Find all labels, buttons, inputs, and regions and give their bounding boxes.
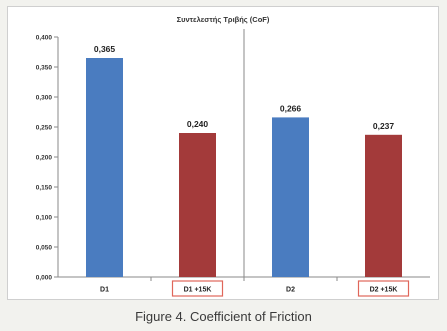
- category-highlight-box: [171, 280, 224, 297]
- data-label: 0,365: [94, 44, 116, 54]
- data-label: 0,266: [280, 103, 302, 113]
- category-label: D1: [100, 287, 109, 294]
- category-label: D2 +15K: [370, 287, 398, 294]
- bar: [365, 134, 402, 277]
- bar: [179, 133, 216, 277]
- bar-chart: 0,000 0,050 0,100 0,150 0,200 0,250 0,300 0,350…: [36, 29, 430, 297]
- chart-frame: Συντελεστής Τριβής (CoF) 0,000 0,050 0,100…: [7, 6, 439, 300]
- y-tick-label: 0,150: [36, 184, 53, 191]
- y-tick-label: 0,000: [36, 274, 53, 281]
- data-label: 0,237: [373, 121, 395, 131]
- y-tick-label: 0,350: [36, 64, 53, 71]
- bar: [272, 117, 309, 278]
- y-tick-label: 0,250: [36, 124, 53, 131]
- category-label: D1 +15K: [184, 287, 212, 294]
- data-label: 0,240: [187, 119, 209, 129]
- chart-title: Συντελεστής Τριβής (CoF): [176, 15, 270, 24]
- y-tick-label: 0,050: [36, 244, 53, 251]
- y-tick-label: 0,300: [36, 94, 53, 101]
- bar: [86, 58, 123, 277]
- category-label: D2: [286, 287, 295, 294]
- y-tick-label: 0,400: [36, 34, 53, 41]
- category-highlight-box: [357, 280, 410, 297]
- y-tick-label: 0,200: [36, 154, 53, 161]
- y-tick-label: 0,100: [36, 214, 53, 221]
- figure-caption: Figure 4. Coefficient of Friction: [135, 309, 312, 324]
